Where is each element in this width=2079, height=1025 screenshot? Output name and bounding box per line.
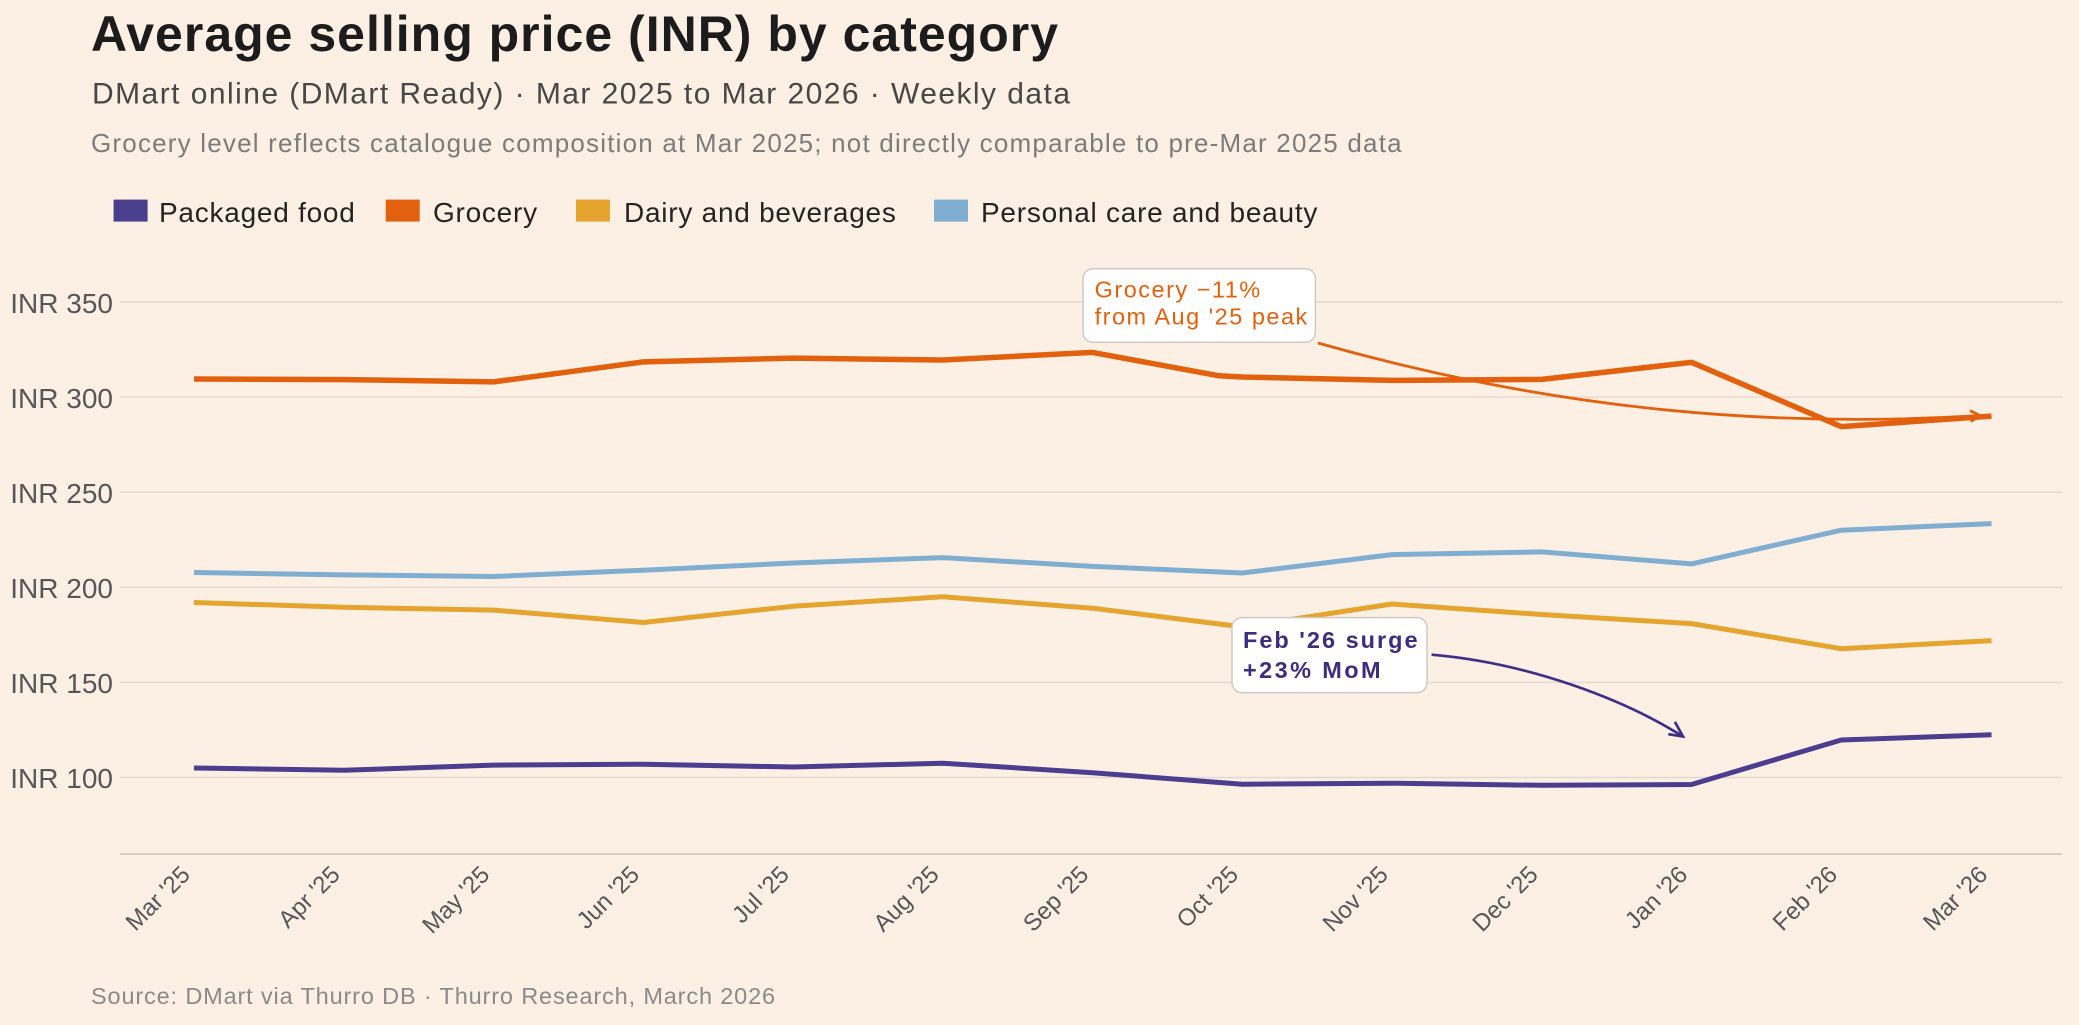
svg-text:Packaged food: Packaged food [159,197,356,228]
svg-text:Grocery level reflects catalog: Grocery level reflects catalogue composi… [91,128,1403,158]
svg-text:+23% MoM: +23% MoM [1243,657,1383,683]
svg-text:Average selling price (INR) by: Average selling price (INR) by category [91,6,1059,62]
svg-text:Dairy and beverages: Dairy and beverages [624,197,897,228]
svg-text:INR 200: INR 200 [10,573,113,604]
svg-text:INR 350: INR 350 [10,288,113,319]
svg-text:INR 300: INR 300 [10,383,113,414]
svg-text:INR 150: INR 150 [10,668,113,699]
svg-text:from Aug '25 peak: from Aug '25 peak [1095,304,1309,330]
svg-text:Source: DMart via Thurro DB ·: Source: DMart via Thurro DB · Thurro Res… [91,983,776,1009]
svg-text:Grocery: Grocery [433,197,538,228]
svg-text:Feb '26 surge: Feb '26 surge [1243,627,1420,653]
svg-text:INR 250: INR 250 [10,478,113,509]
svg-text:INR 100: INR 100 [10,763,113,794]
svg-text:Grocery −11%: Grocery −11% [1095,277,1262,303]
svg-text:Personal care and beauty: Personal care and beauty [981,197,1318,228]
svg-text:DMart online (DMart Ready) · M: DMart online (DMart Ready) · Mar 2025 to… [92,78,1071,111]
